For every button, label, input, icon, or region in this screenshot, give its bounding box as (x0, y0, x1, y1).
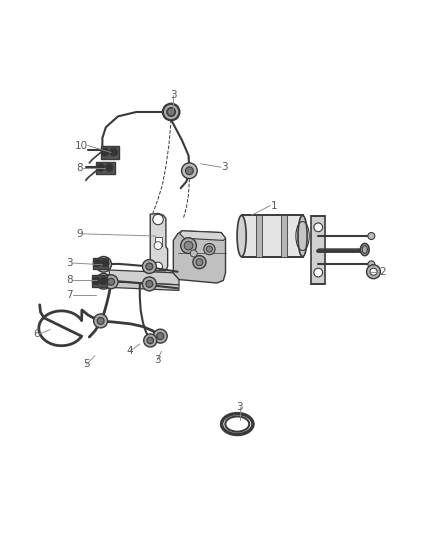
Ellipse shape (368, 261, 375, 268)
Text: 4: 4 (127, 346, 133, 357)
Circle shape (108, 278, 115, 285)
Circle shape (100, 277, 108, 285)
Circle shape (181, 238, 196, 254)
Circle shape (153, 329, 167, 343)
Circle shape (106, 164, 113, 172)
Circle shape (94, 314, 108, 328)
Circle shape (93, 259, 101, 267)
Circle shape (190, 250, 197, 257)
Circle shape (367, 265, 381, 279)
Circle shape (96, 256, 112, 272)
Circle shape (92, 277, 100, 285)
Circle shape (162, 103, 180, 120)
Polygon shape (150, 213, 168, 271)
Circle shape (314, 268, 322, 277)
Text: 3: 3 (221, 162, 228, 172)
Polygon shape (101, 146, 119, 158)
Text: 8: 8 (67, 276, 73, 286)
Text: 10: 10 (74, 141, 88, 150)
Circle shape (153, 214, 163, 225)
Circle shape (154, 262, 162, 271)
Ellipse shape (362, 246, 367, 254)
Bar (242, 215, 303, 257)
Bar (311, 216, 325, 284)
Circle shape (185, 167, 193, 175)
Circle shape (193, 256, 206, 269)
Ellipse shape (368, 232, 375, 239)
Text: 2: 2 (379, 266, 386, 277)
Circle shape (97, 318, 104, 325)
Polygon shape (110, 270, 179, 285)
Circle shape (97, 164, 105, 172)
Ellipse shape (237, 215, 246, 257)
Circle shape (206, 246, 212, 252)
Circle shape (146, 280, 153, 287)
Circle shape (110, 148, 117, 156)
Text: 3: 3 (67, 258, 73, 268)
Ellipse shape (298, 215, 307, 257)
Circle shape (146, 263, 153, 270)
Text: 9: 9 (77, 229, 83, 239)
Circle shape (142, 260, 156, 273)
Circle shape (100, 277, 108, 285)
Circle shape (154, 241, 162, 249)
Text: 8: 8 (77, 163, 83, 173)
Circle shape (182, 163, 197, 179)
Circle shape (101, 148, 109, 156)
Circle shape (370, 268, 377, 275)
Text: 3: 3 (237, 402, 243, 411)
Circle shape (96, 273, 112, 289)
Circle shape (167, 108, 175, 116)
Circle shape (167, 108, 176, 116)
Text: 6: 6 (33, 329, 40, 339)
Polygon shape (180, 231, 226, 240)
Bar (281, 215, 287, 257)
Polygon shape (96, 162, 115, 174)
Circle shape (314, 223, 322, 232)
Circle shape (100, 261, 108, 268)
Text: 3: 3 (170, 90, 177, 100)
Circle shape (196, 259, 203, 265)
Polygon shape (92, 275, 107, 287)
Circle shape (184, 241, 193, 250)
Polygon shape (93, 258, 108, 269)
Circle shape (157, 333, 164, 340)
Text: 5: 5 (83, 359, 89, 369)
Polygon shape (155, 237, 162, 246)
Circle shape (101, 259, 109, 267)
Bar (256, 215, 262, 257)
Text: 7: 7 (67, 290, 73, 300)
Polygon shape (173, 231, 226, 283)
Polygon shape (110, 282, 179, 290)
Circle shape (204, 244, 215, 255)
Ellipse shape (360, 244, 369, 256)
Text: 1: 1 (270, 200, 277, 211)
Circle shape (147, 337, 153, 344)
Circle shape (163, 104, 179, 120)
Text: 3: 3 (154, 355, 160, 365)
Circle shape (144, 334, 157, 347)
Circle shape (142, 277, 156, 291)
Circle shape (104, 275, 118, 289)
